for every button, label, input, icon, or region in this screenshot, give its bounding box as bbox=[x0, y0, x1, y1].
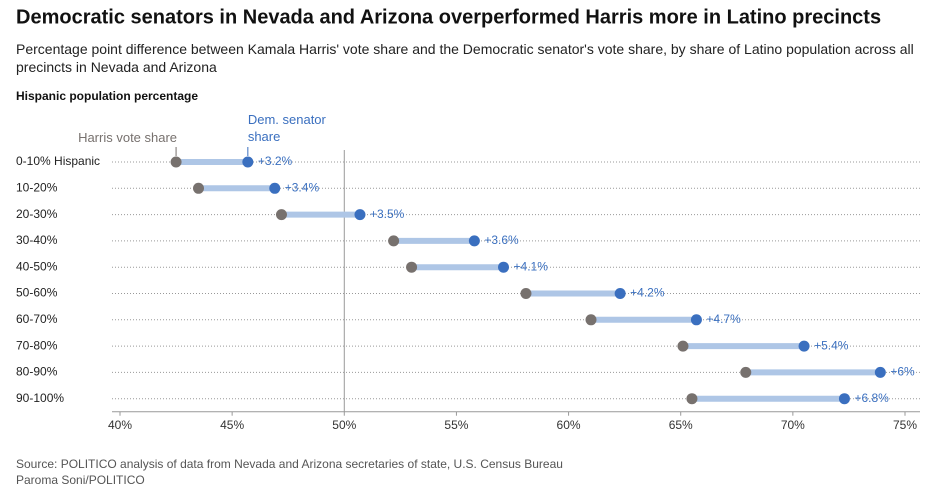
category-label: 40-50% bbox=[16, 259, 58, 273]
senator-dot bbox=[690, 314, 702, 326]
category-label: 0-10% Hispanic bbox=[16, 154, 100, 168]
senator-dot bbox=[838, 393, 850, 405]
harris-dot bbox=[193, 182, 204, 194]
legend-label: Harris vote share bbox=[78, 130, 178, 145]
senator-dot bbox=[798, 340, 810, 352]
x-tick-label: 65% bbox=[669, 418, 693, 432]
harris-dot bbox=[520, 288, 532, 299]
x-tick-label: 55% bbox=[444, 418, 468, 432]
senator-dot bbox=[269, 182, 281, 194]
y-axis-label: Hispanic population percentage bbox=[16, 89, 198, 103]
category-label: 90-100% bbox=[16, 391, 64, 405]
senator-dot bbox=[614, 288, 626, 299]
x-tick-label: 70% bbox=[781, 418, 805, 432]
category-label: 60-70% bbox=[16, 312, 58, 326]
senator-dot bbox=[242, 156, 254, 168]
chart-title: Democratic senators in Nevada and Arizon… bbox=[16, 6, 881, 28]
subtitle: Percentage point difference between Kama… bbox=[16, 41, 914, 75]
category-label: 30-40% bbox=[16, 233, 58, 247]
harris-dot bbox=[686, 393, 698, 405]
category-label: 70-80% bbox=[16, 338, 58, 352]
senator-dot bbox=[498, 261, 510, 273]
credit: Paroma Soni/POLITICO bbox=[16, 473, 145, 487]
harris-dot bbox=[275, 209, 287, 221]
source: Source: POLITICO analysis of data from N… bbox=[16, 457, 563, 471]
senator-dot bbox=[468, 235, 480, 247]
senator-dot bbox=[874, 366, 886, 378]
harris-dot bbox=[740, 366, 752, 378]
harris-dot bbox=[677, 340, 689, 352]
difference-label: +6% bbox=[890, 365, 915, 379]
category-label: 20-30% bbox=[16, 207, 58, 221]
difference-label: +4.2% bbox=[630, 286, 665, 300]
category-label: 80-90% bbox=[16, 365, 58, 379]
x-tick-label: 40% bbox=[108, 418, 132, 432]
difference-label: +3.4% bbox=[285, 180, 320, 194]
category-label: 10-20% bbox=[16, 180, 58, 194]
x-tick-label: 45% bbox=[220, 418, 244, 432]
difference-label: +3.5% bbox=[370, 207, 405, 221]
harris-dot bbox=[388, 235, 400, 247]
senator-dot bbox=[354, 209, 366, 221]
x-tick-label: 50% bbox=[332, 418, 356, 432]
x-tick-label: 60% bbox=[557, 418, 581, 432]
harris-dot bbox=[406, 261, 418, 273]
difference-label: +5.4% bbox=[814, 338, 849, 352]
difference-label: +3.2% bbox=[258, 154, 293, 168]
difference-label: +4.1% bbox=[514, 259, 549, 273]
difference-label: +6.8% bbox=[854, 391, 889, 405]
harris-dot bbox=[170, 156, 182, 168]
harris-dot bbox=[585, 314, 597, 326]
legend-label: Dem. senator share bbox=[247, 112, 326, 144]
difference-label: +3.6% bbox=[484, 233, 519, 247]
category-label: 50-60% bbox=[16, 286, 58, 300]
difference-label: +4.7% bbox=[706, 312, 741, 326]
x-tick-label: 75% bbox=[893, 418, 917, 432]
